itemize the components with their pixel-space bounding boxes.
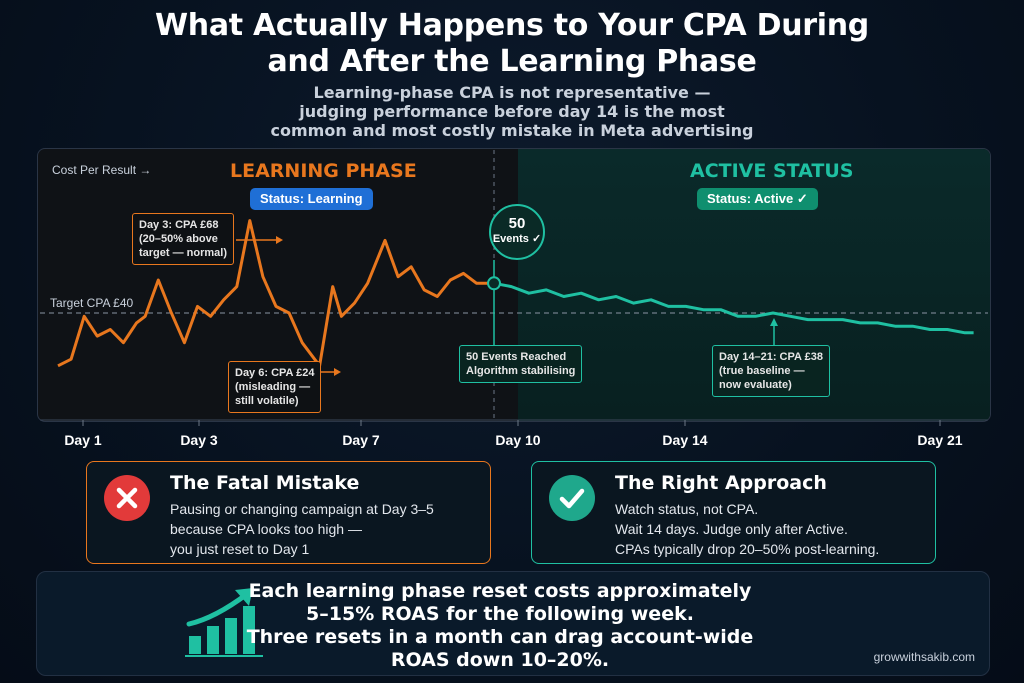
x-tick-label: Day 10 [495,432,541,448]
title-line-2: and After the Learning Phase [267,44,757,79]
annotation-50-line: 50 Events Reached [466,351,567,363]
right-approach-line: CPAs typically drop 20–50% post-learning… [615,541,880,557]
fatal-mistake-line: Pausing or changing campaign at Day 3–5 [170,501,434,517]
annotation-day14-line: Day 14–21: CPA £38 [719,351,823,363]
annotation-50-line: Algorithm stabilising [466,365,576,377]
fatal-mistake-title: The Fatal Mistake [170,472,360,494]
y-axis-label: Cost Per Result → [52,163,152,177]
close-icon [104,475,150,521]
roas-note-panel [36,571,990,676]
active-cpa-line [493,281,974,335]
fatal-mistake-card: The Fatal Mistake Pausing or changing ca… [86,461,491,564]
x-tick-label: Day 7 [342,432,380,448]
day3-arrow-head [276,236,283,244]
fatal-mistake-line: you just reset to Day 1 [170,541,310,557]
events-number: 50 [508,215,526,232]
roas-note-line: Each learning phase reset costs approxim… [248,580,752,602]
annotation-day6: Day 6: CPA £24 (misleading — still volat… [228,361,322,413]
right-approach-line: Watch status, not CPA. [615,501,759,517]
day6-arrow-head [334,368,341,376]
learning-cpa-line [57,219,494,368]
x-tick-label: Day 3 [180,432,218,448]
roas-note-line: ROAS down 10–20%. [390,649,610,671]
roas-note-line: 5–15% ROAS for the following week. [306,603,694,625]
page-title: What Actually Happens to Your CPA During… [0,8,1024,80]
annotation-day3: Day 3: CPA £68 (20–50% above target — no… [132,213,235,265]
annotation-day14-line: now evaluate) [719,379,792,391]
check-icon [549,475,595,521]
fatal-mistake-line: because CPA looks too high — [170,521,362,537]
transition-point [487,276,501,291]
annotation-day6-line: (misleading — [235,381,311,393]
x-tick-label: Day 1 [64,432,102,448]
learning-status-badge: Status: Learning [250,188,373,210]
site-credit: growwithsakib.com [873,650,975,664]
right-approach-card: The Right Approach Watch status, not CPA… [531,461,936,564]
active-status-badge: Status: Active ✓ [697,188,818,210]
annotation-50-events: 50 Events Reached Algorithm stabilising [459,345,583,383]
growth-chart-icon [185,588,263,657]
events-text: Events ✓ [492,233,542,245]
x-tick-label: Day 21 [917,432,963,448]
right-approach-title: The Right Approach [615,472,827,494]
roas-note-line: Three resets in a month can drag account… [246,626,754,648]
active-status-label: ACTIVE STATUS [690,160,854,182]
subtitle: Learning-phase CPA is not representative… [262,83,762,140]
subtitle-line-3: common and most costly mistake in Meta a… [270,121,754,140]
target-cpa-label: Target CPA £40 [50,296,134,310]
learning-phase-label: LEARNING PHASE [230,160,417,182]
annotation-day3-line: Day 3: CPA £68 [139,219,219,231]
right-approach-body: Watch status, not CPA. Wait 14 days. Jud… [615,499,879,559]
right-approach-line: Wait 14 days. Judge only after Active. [615,521,848,537]
annotation-day14-line: (true baseline — [719,365,805,377]
subtitle-line-2: judging performance before day 14 is the… [299,102,725,121]
roas-note-text: Each learning phase reset costs approxim… [230,580,770,672]
subtitle-line-1: Learning-phase CPA is not representative… [313,83,711,102]
annotation-day3-line: target — normal) [139,247,228,259]
annotation-day6-line: Day 6: CPA £24 [235,367,315,379]
day14-arrow-head [770,318,778,326]
events-reached-circle: 50 Events ✓ [489,204,545,260]
annotation-day3-line: (20–50% above [139,233,218,245]
annotation-day6-line: still volatile) [235,395,299,407]
fatal-mistake-body: Pausing or changing campaign at Day 3–5 … [170,499,434,559]
title-line-1: What Actually Happens to Your CPA During [155,8,869,43]
x-tick-label: Day 14 [662,432,708,448]
annotation-day14: Day 14–21: CPA £38 (true baseline — now … [712,345,830,397]
